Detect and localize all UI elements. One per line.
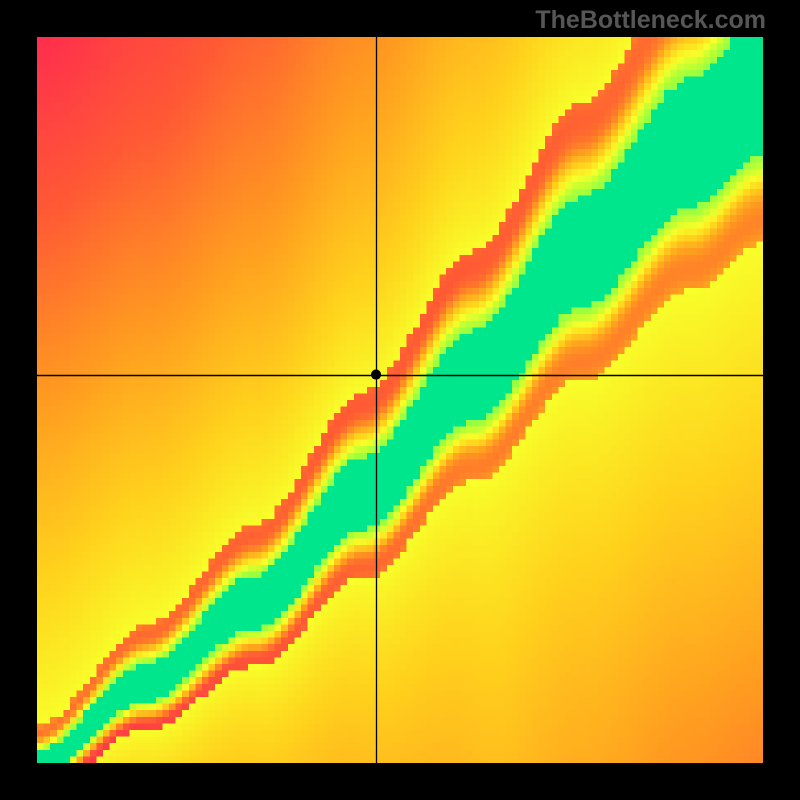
chart-container: TheBottleneck.com (0, 0, 800, 800)
crosshair-canvas (37, 37, 763, 763)
attribution-text: TheBottleneck.com (535, 6, 766, 35)
